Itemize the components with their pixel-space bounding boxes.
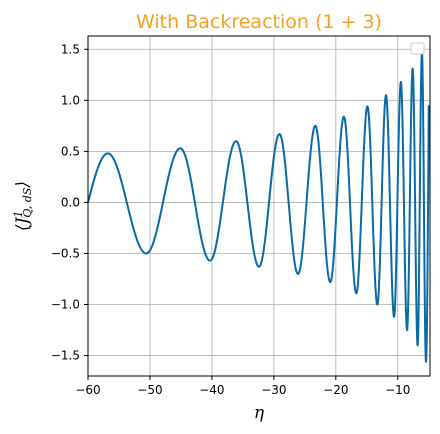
y-tick-label: 1.0	[61, 93, 80, 107]
x-tick-label: −50	[137, 383, 162, 397]
y-axis-label: ⟨J1Q, dS⟩	[12, 181, 34, 231]
x-tick-label: −30	[261, 383, 286, 397]
x-tick-label: −10	[385, 383, 410, 397]
x-tick-label: −60	[75, 383, 100, 397]
y-tick-label: −1.0	[51, 298, 80, 312]
y-tick-label: −0.5	[51, 246, 80, 260]
grid-lines	[87, 36, 430, 376]
x-axis-ticks: −60 −50 −40 −30 −20 −10	[75, 376, 410, 397]
y-tick-label: 1.5	[61, 42, 80, 56]
x-axis-label: η	[254, 403, 265, 423]
y-tick-label: −1.5	[51, 349, 80, 363]
plot-frame	[87, 35, 431, 377]
y-tick-label: 0.0	[61, 195, 80, 209]
x-tick-label: −40	[199, 383, 224, 397]
series-line-path	[87, 51, 430, 363]
y-tick-label: 0.5	[61, 144, 80, 158]
x-tick-label: −20	[323, 383, 348, 397]
chart-title: With Backreaction (1 + 3)	[136, 11, 382, 33]
y-axis-ticks: −1.5 −1.0 −0.5 0.0 0.5 1.0 1.5	[51, 42, 88, 363]
series-line	[87, 51, 430, 363]
legend-box	[410, 42, 425, 55]
